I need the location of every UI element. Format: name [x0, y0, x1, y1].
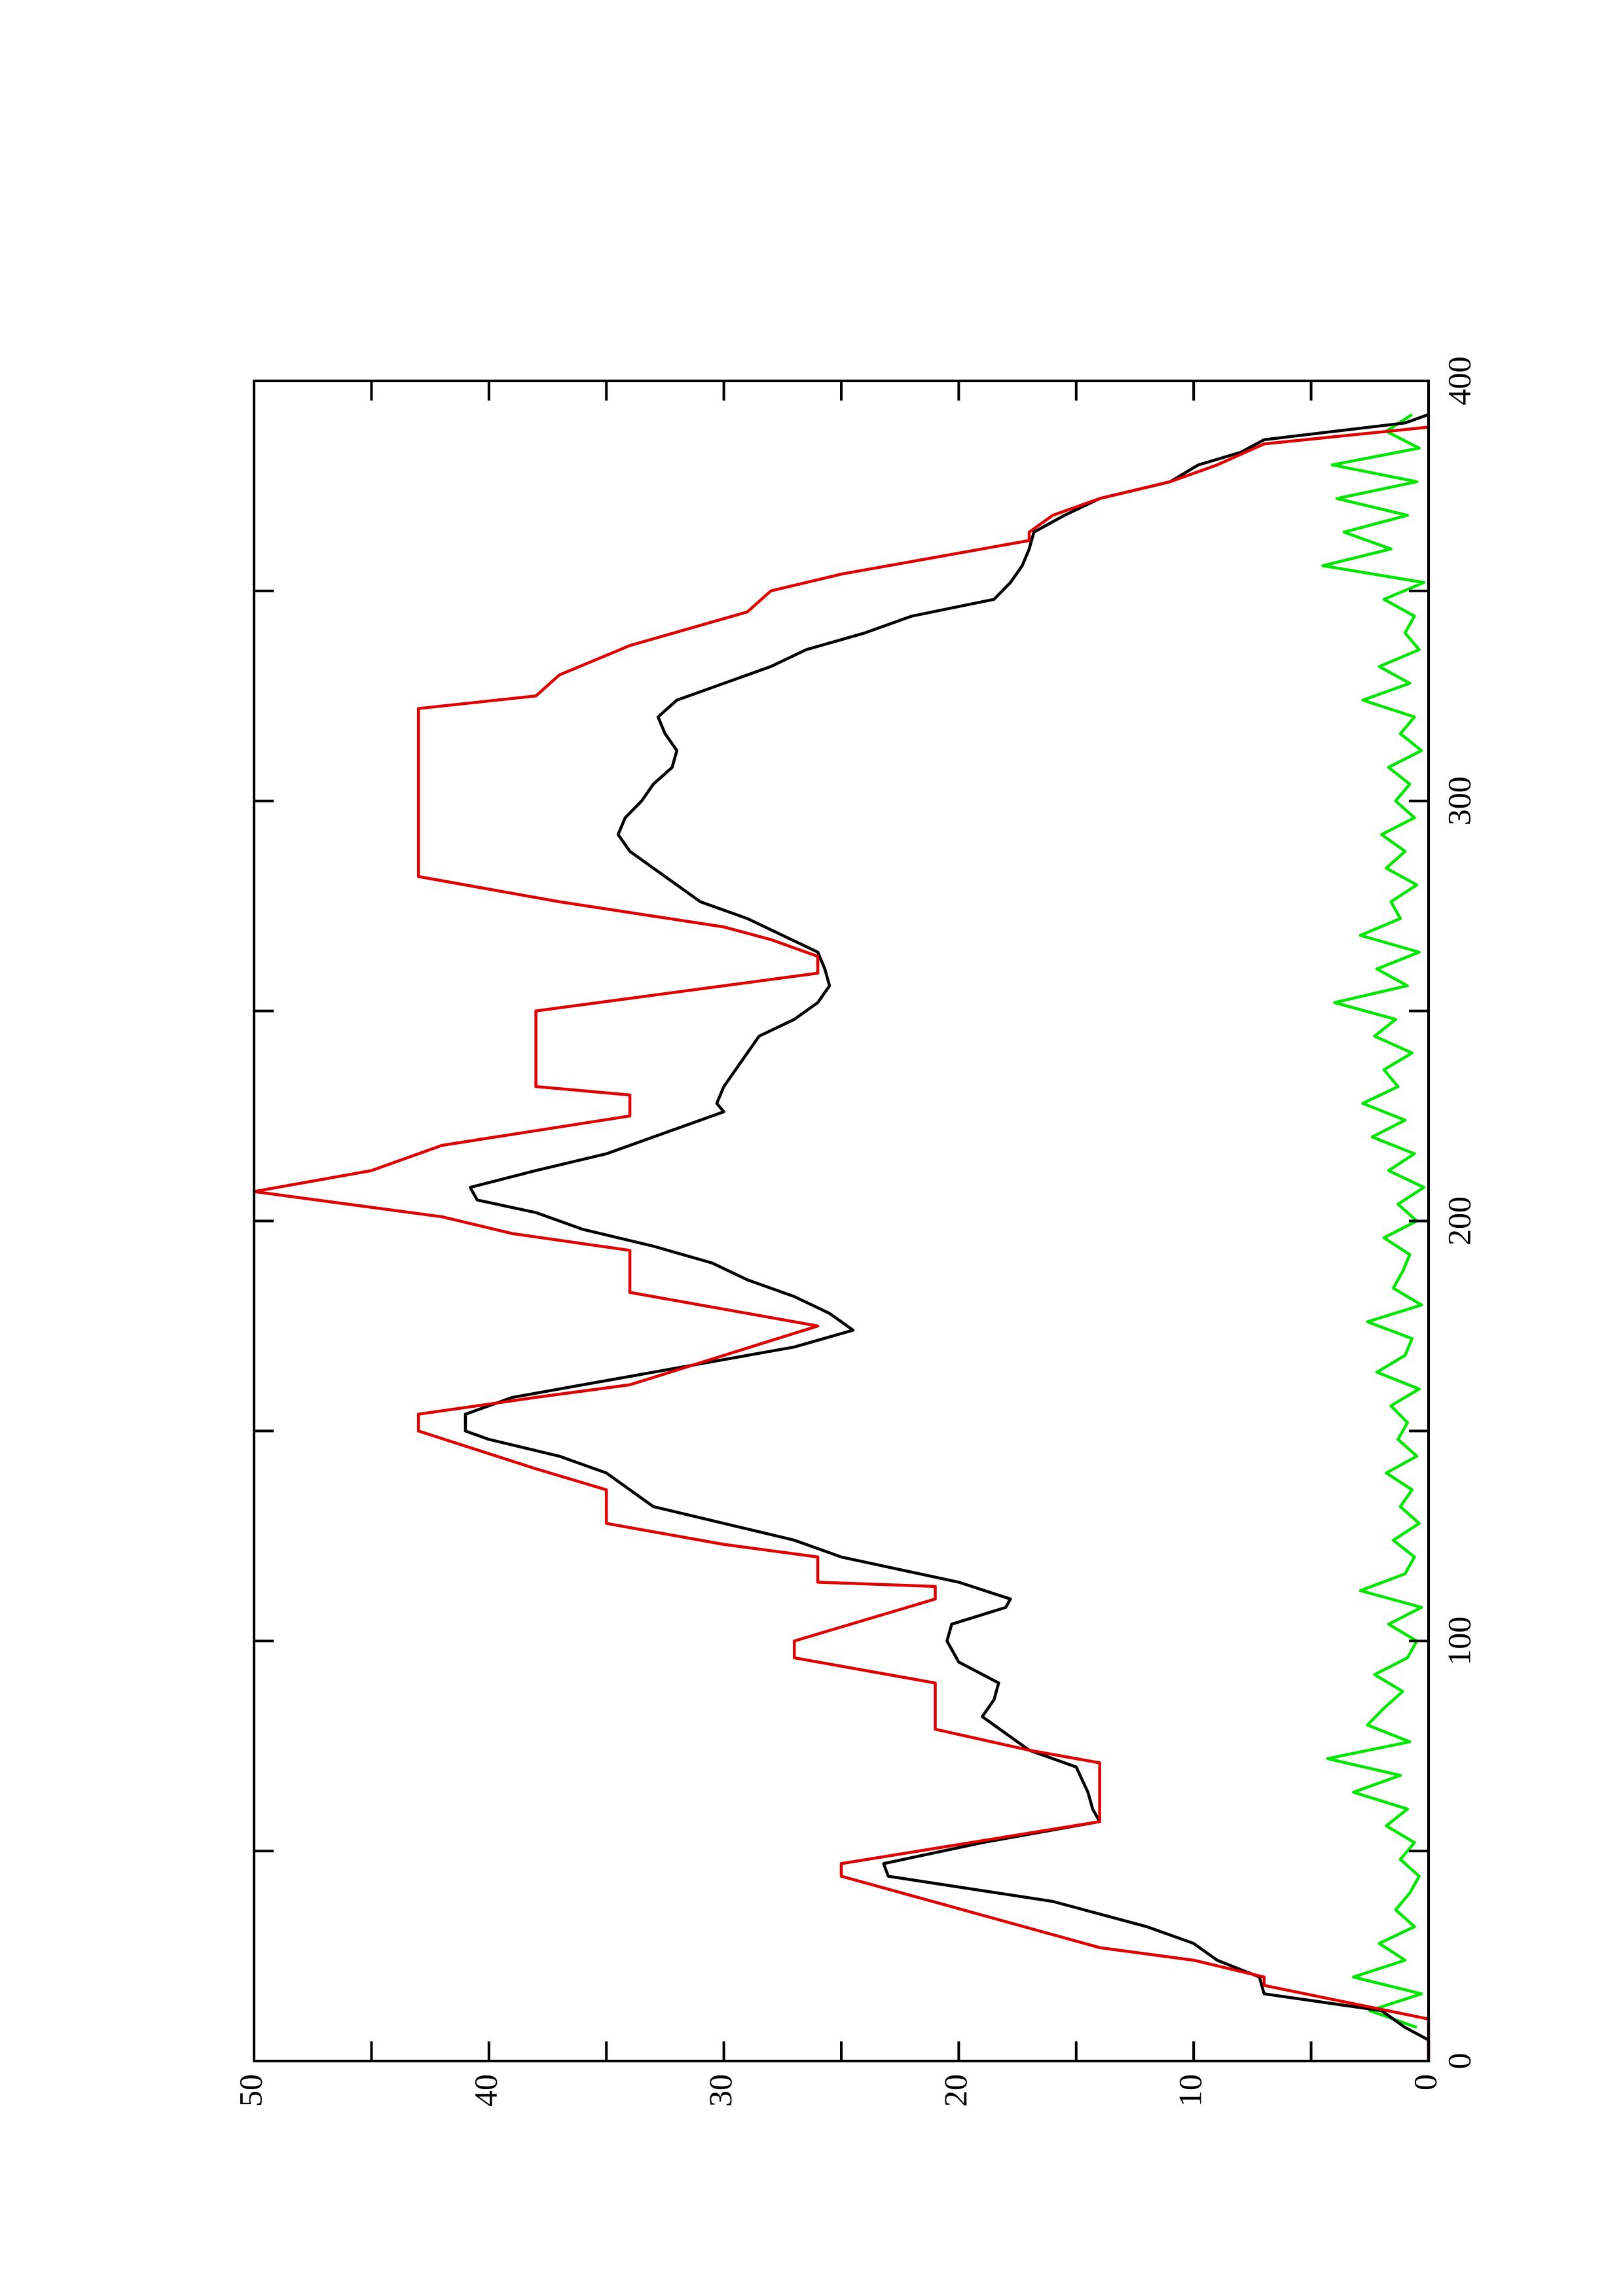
series-line: [464, 413, 1431, 2061]
x-tick-label: 300: [1440, 776, 1477, 825]
x-tick-label: 0: [1440, 2053, 1477, 2070]
y-tick-label: 20: [937, 2074, 974, 2107]
x-tick-label: 100: [1440, 1617, 1477, 1666]
y-tick-label: 10: [1172, 2074, 1209, 2107]
series-line: [252, 425, 1431, 2061]
y-tick-label: 30: [702, 2074, 739, 2107]
y-tick-label: 0: [1406, 2074, 1443, 2090]
y-tick-label: 50: [232, 2074, 268, 2107]
x-tick-label: 400: [1440, 357, 1477, 406]
x-tick-label: 200: [1440, 1196, 1477, 1246]
plot-area: 0 100 200 300 400 0 10 20 30 40 50: [232, 357, 1477, 2108]
y-tick-label: 40: [467, 2074, 503, 2107]
